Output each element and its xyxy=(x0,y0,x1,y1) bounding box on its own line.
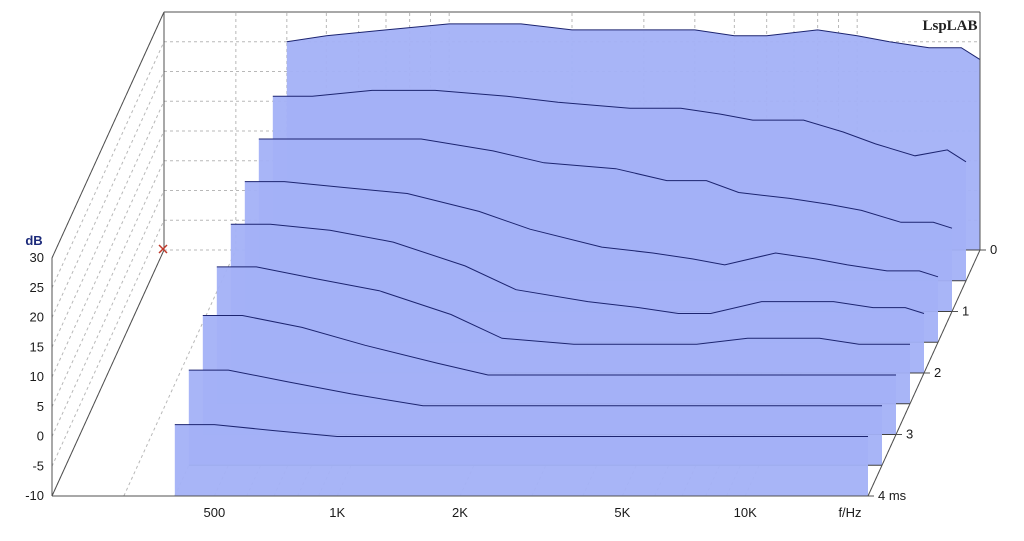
x-tick-label: 10K xyxy=(734,505,757,520)
decay-slice-line xyxy=(216,266,910,345)
depth-gridline xyxy=(51,190,165,437)
y-axis-title: dB xyxy=(25,233,42,248)
depth-gridline xyxy=(51,71,165,318)
y-tick-label: 10 xyxy=(30,369,44,384)
decay-slices xyxy=(174,23,981,497)
y-tick-label: 25 xyxy=(30,280,44,295)
depth-gridline xyxy=(51,160,165,407)
axes-frame xyxy=(51,11,981,497)
decay-slice-line xyxy=(230,223,925,314)
x-axis-title: f/Hz xyxy=(838,505,861,520)
depth-gridline xyxy=(51,41,165,288)
decay-slice-line xyxy=(258,138,953,229)
frame-edge xyxy=(51,11,165,259)
y-tick-label: 0 xyxy=(37,429,44,444)
y-tick-label: 30 xyxy=(30,250,44,265)
decay-slice-line xyxy=(202,315,896,376)
x-tick-label: 500 xyxy=(204,505,226,520)
time-tick-label: 0 xyxy=(990,242,997,257)
decay-slice-line xyxy=(174,424,868,437)
decay-slice-line xyxy=(286,23,981,61)
decay-slice-line xyxy=(244,181,939,278)
decay-slice-line xyxy=(272,89,967,163)
decay-slice-area xyxy=(174,424,869,496)
watermark-text: LspLAB xyxy=(922,18,977,34)
origin-marker xyxy=(158,244,168,254)
x-tick-label: 1K xyxy=(329,505,345,520)
x-tick-label: 2K xyxy=(452,505,468,520)
y-tick-label: -10 xyxy=(25,488,44,503)
decay-slice-line xyxy=(188,369,882,407)
y-tick-label: -5 xyxy=(32,458,44,473)
depth-gridline xyxy=(51,220,165,467)
y-tick-label: 5 xyxy=(37,399,44,414)
time-tick-label: 1 xyxy=(962,304,969,319)
y-tick-label: 20 xyxy=(30,310,44,325)
axis-labels: 30 25 20 15 10 5 0 -5 -10 500 1K 2K 5K 10K 0 1 2 3 4 ms xyxy=(25,242,997,520)
depth-gridline xyxy=(51,130,165,378)
time-tick-label: 4 ms xyxy=(878,488,907,503)
time-tick-label: 2 xyxy=(934,365,941,380)
time-tick-label: 3 xyxy=(906,427,913,442)
x-tick-label: 5K xyxy=(614,505,630,520)
frame-edge xyxy=(51,249,165,497)
y-tick-label: 15 xyxy=(30,339,44,354)
depth-gridline xyxy=(51,101,165,348)
